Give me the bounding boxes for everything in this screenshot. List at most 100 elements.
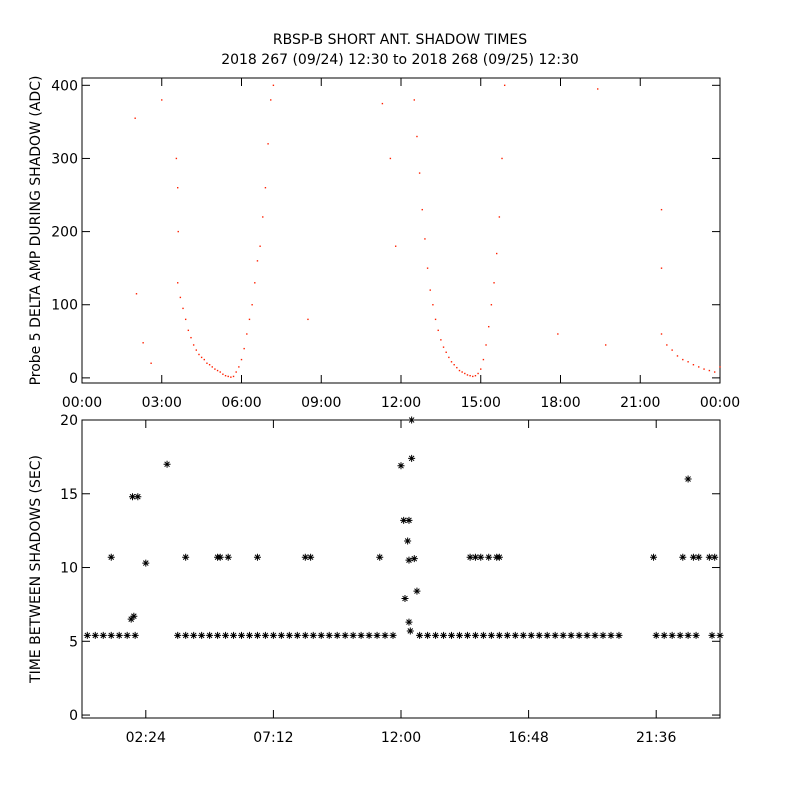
data-point [182, 553, 190, 561]
data-point [567, 631, 575, 639]
data-point [448, 631, 456, 639]
data-point [474, 374, 477, 377]
data-point [238, 366, 240, 368]
data-point [469, 374, 471, 377]
data-point [479, 631, 487, 639]
data-point [405, 618, 413, 626]
data-point [676, 355, 679, 357]
data-point [597, 88, 599, 90]
data-point [264, 187, 267, 189]
data-point [203, 358, 205, 361]
data-point [408, 454, 416, 462]
data-point [703, 368, 705, 370]
chart-subtitle: 2018 267 (09/24) 12:30 to 2018 268 (09/2… [221, 52, 579, 68]
data-point [501, 157, 503, 160]
data-point [389, 157, 392, 160]
data-point [458, 369, 461, 372]
x-tick-label: 15:00 [461, 395, 501, 411]
data-point [498, 216, 501, 218]
data-point [211, 366, 213, 368]
data-point [177, 230, 179, 233]
data-point [406, 627, 414, 635]
data-point [716, 631, 724, 639]
data-point [535, 631, 543, 639]
data-point [405, 556, 413, 564]
data-point [349, 631, 357, 639]
data-point [575, 631, 583, 639]
data-point [684, 631, 692, 639]
data-point [440, 631, 448, 639]
data-point [129, 493, 137, 501]
x-tick-label: 12:00 [381, 395, 421, 411]
x-tick-label: 03:00 [142, 395, 182, 411]
data-point [198, 631, 206, 639]
data-point [235, 371, 237, 373]
data-point [448, 356, 450, 359]
data-point [174, 631, 182, 639]
data-point [381, 631, 389, 639]
data-point [450, 361, 453, 363]
x-tick-label: 00:00 [700, 395, 740, 411]
data-point [519, 631, 527, 639]
data-point [660, 631, 668, 639]
data-point [408, 416, 416, 424]
data-point [604, 344, 607, 346]
data-point [480, 368, 482, 370]
data-point [455, 631, 463, 639]
data-point [434, 318, 437, 321]
data-point [477, 553, 485, 561]
data-point [432, 304, 434, 306]
data-point [488, 325, 490, 328]
data-point [660, 333, 663, 335]
data-point [190, 631, 198, 639]
data-point [466, 374, 469, 376]
y-tick-label: 15 [60, 487, 78, 503]
data-point [705, 553, 713, 561]
data-point [477, 372, 479, 375]
y-tick-label: 10 [60, 561, 78, 577]
data-point [245, 631, 253, 639]
data-point [456, 366, 458, 369]
data-point [142, 342, 144, 344]
y-tick-label: 20 [60, 413, 78, 429]
data-point [466, 553, 474, 561]
data-point [325, 631, 333, 639]
data-point [206, 362, 208, 364]
data-point [142, 559, 150, 567]
data-point [357, 631, 365, 639]
data-point [135, 293, 138, 295]
data-point [317, 631, 325, 639]
y-tick-label: 5 [69, 634, 78, 650]
data-point [253, 553, 261, 561]
data-point [719, 366, 721, 368]
data-point [179, 296, 182, 299]
data-point [695, 553, 703, 561]
data-point [307, 318, 309, 321]
data-point [496, 252, 498, 255]
data-point [437, 329, 439, 332]
data-point [83, 631, 91, 639]
x-tick-label: 21:36 [636, 730, 676, 746]
data-point [259, 245, 261, 247]
data-point [127, 615, 135, 623]
data-point [599, 631, 607, 639]
data-point [381, 102, 384, 105]
data-point [219, 371, 221, 373]
data-point [248, 318, 251, 321]
x-tick-label: 06:00 [221, 395, 261, 411]
data-point [115, 631, 123, 639]
y-tick-label: 0 [69, 708, 78, 724]
data-point [150, 362, 152, 364]
data-point [424, 631, 432, 639]
data-point [161, 99, 163, 101]
data-point [413, 99, 415, 101]
data-point [527, 631, 535, 639]
data-point [301, 553, 309, 561]
data-point [487, 631, 495, 639]
data-point [421, 208, 423, 211]
data-point [376, 553, 384, 561]
x-tick-label: 16:48 [508, 730, 548, 746]
y-tick-label: 0 [69, 371, 78, 387]
data-point [131, 631, 139, 639]
